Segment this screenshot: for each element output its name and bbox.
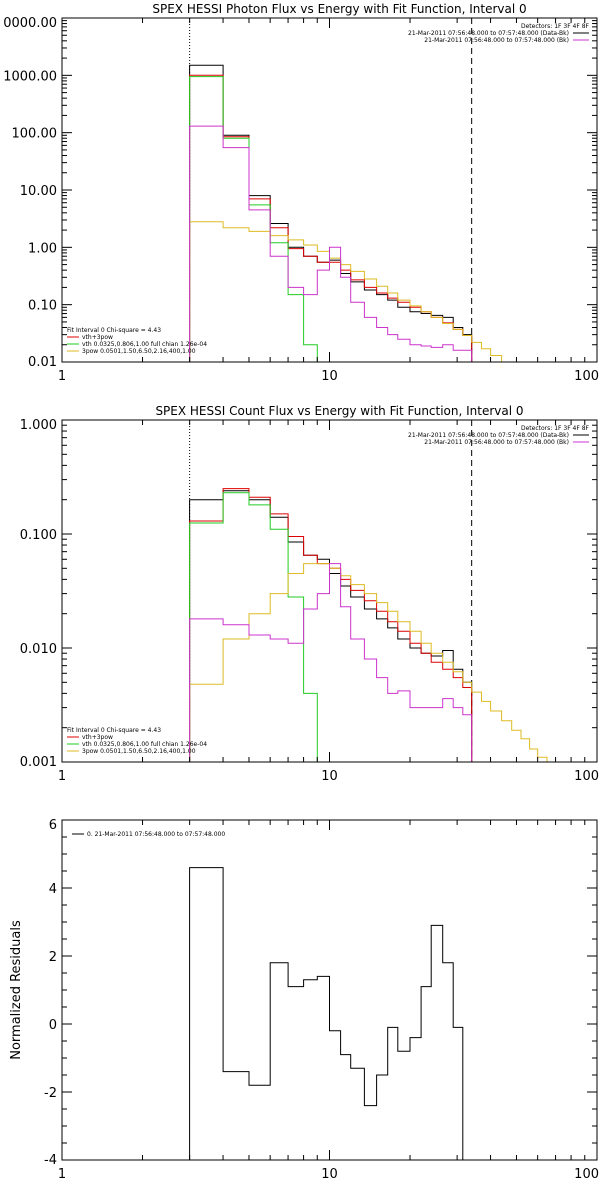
count-ytick-label: 0.010 [20,642,57,657]
count-series-thermal [189,492,330,762]
photon-ytick-label: 10.00 [20,184,57,199]
photon-ytick-label: 100.00 [12,127,58,142]
residuals-ytick-label: -2 [44,1086,57,1101]
residuals-ytick-label: 4 [49,882,57,897]
photon-xtick-label: 1 [58,369,66,384]
residuals-ytick-label: -4 [44,1153,57,1168]
photon-xtick-label: 10 [321,369,338,384]
count-fit-legend-label: vth+3pow [82,734,113,741]
count-ytick-label: 1.000 [20,418,57,433]
residuals-plot-area [189,867,472,1160]
photon-header-line: 21-Mar-2011 07:56:48.000 to 07:57:48.000… [424,37,569,44]
count-series-data [189,490,473,762]
count-fit-legend-heading: Fit Interval 0 Chi-square = 4.43 [67,727,161,734]
photon-frame [61,17,598,363]
photon-series-powerlaw [189,221,538,362]
photon-ytick-label: 1000.00 [3,69,57,84]
count-header-line: Detectors: 1F 3F 4F 8F [521,425,590,432]
residuals-xtick-label: 10 [321,1167,338,1182]
count-xtick-label: 100 [574,769,599,784]
residuals-ytick-label: 6 [49,818,57,833]
count-panel: SPEX HESSI Count Flux vs Energy with Fit… [20,404,599,784]
photon-header-line: 21-Mar-2011 07:56:48.000 to 07:57:48.000… [408,30,569,37]
count-series-powerlaw [189,563,572,762]
photon-series-thermal [189,76,330,362]
count-xtick-label: 10 [321,769,338,784]
photon-xtick-label: 100 [574,369,599,384]
photon-series-total [189,74,473,362]
residuals-series-residual [189,867,472,1160]
photon-fit-legend-label: vth 0.0325,0.806,1.00 full chian 1.26e-0… [82,341,207,348]
photon-header-line: Detectors: 1F 3F 4F 8F [521,23,590,30]
photon-panel: SPEX HESSI Photon Flux vs Energy with Fi… [3,2,599,384]
residuals-xtick-label: 100 [574,1167,599,1182]
residuals-panel: 1 10 100 -4 -2 0 2 4 6 Normalized Residuals 0. 21-… [9,818,599,1182]
residuals-legend-label: 0. 21-Mar-2011 07:56:48.000 to 07:57:48.… [87,831,225,838]
residuals-ytick-label: 2 [49,950,57,965]
photon-fit-legend-label: vth+3pow [82,334,113,341]
photon-ytick-label: 1.00 [28,241,57,256]
photon-series-background [189,125,473,362]
count-header-line: 21-Mar-2011 07:56:48.000 to 07:57:48.000… [408,432,569,439]
photon-series-data [189,64,473,362]
count-fit-legend-label: 3pow 0.0501,1.50,6.50,2.16,400,1.00 [82,748,196,755]
residuals-ylabel: Normalized Residuals [9,920,24,1060]
count-ytick-label: 0.100 [20,528,57,543]
photon-ytick-label: 0.01 [28,355,57,370]
residuals-ytick-label: 0 [49,1018,57,1033]
photon-fit-legend-heading: Fit Interval 0 Chi-square = 4.43 [67,327,161,334]
count-plot-area [189,420,572,762]
count-fit-legend-label: vth 0.0325,0.806,1.00 full chian 1.26e-0… [82,741,207,748]
photon-fit-legend-label: 3pow 0.0501,1.50,6.50,2.16,400,1.00 [82,348,196,355]
count-title: SPEX HESSI Count Flux vs Energy with Fit… [155,404,523,418]
count-series-background [189,563,473,762]
residuals-xtick-label: 1 [58,1167,66,1182]
count-series-total [189,488,473,762]
count-xtick-label: 1 [58,769,66,784]
photon-ytick-label: 0.10 [28,299,57,314]
photon-title: SPEX HESSI Photon Flux vs Energy with Fi… [152,2,526,16]
photon-ytick-label: 0000.00 [3,16,57,31]
count-header-line: 21-Mar-2011 07:56:48.000 to 07:57:48.000… [424,439,569,446]
photon-plot-area [189,18,538,362]
count-ytick-label: 0.001 [20,755,57,770]
